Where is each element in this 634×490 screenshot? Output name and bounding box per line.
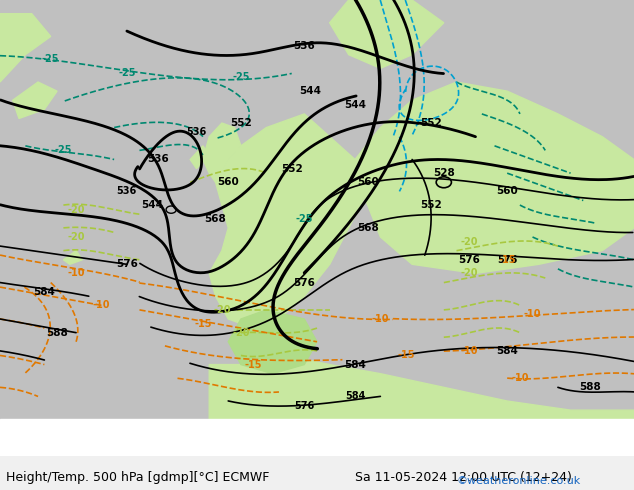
Polygon shape — [209, 355, 634, 424]
Text: ©weatheronline.co.uk: ©weatheronline.co.uk — [456, 476, 581, 486]
Text: -10: -10 — [372, 314, 389, 324]
Text: -20: -20 — [67, 205, 85, 215]
Text: -15: -15 — [194, 318, 212, 329]
Text: 536: 536 — [294, 41, 315, 50]
Text: -20: -20 — [460, 269, 478, 278]
Text: -10: -10 — [524, 309, 541, 319]
Text: 536: 536 — [117, 186, 137, 196]
Text: 568: 568 — [357, 223, 378, 233]
Text: -10: -10 — [460, 346, 478, 356]
Text: -20: -20 — [67, 232, 85, 242]
Text: 560: 560 — [496, 186, 518, 196]
Text: 552: 552 — [420, 200, 442, 210]
Polygon shape — [190, 146, 209, 169]
Text: 588: 588 — [579, 382, 600, 392]
Text: 576: 576 — [294, 400, 314, 411]
Text: -10: -10 — [511, 373, 529, 383]
Text: -15: -15 — [498, 255, 516, 265]
Text: 576: 576 — [116, 259, 138, 270]
Polygon shape — [13, 82, 57, 119]
Text: 584: 584 — [344, 360, 366, 369]
Text: 552: 552 — [420, 118, 442, 128]
Text: 544: 544 — [141, 200, 163, 210]
Polygon shape — [228, 310, 317, 374]
Text: -25: -25 — [295, 214, 313, 224]
Text: -20: -20 — [213, 305, 231, 315]
Text: Height/Temp. 500 hPa [gdmp][°C] ECMWF: Height/Temp. 500 hPa [gdmp][°C] ECMWF — [6, 471, 269, 484]
Text: 568: 568 — [205, 214, 226, 224]
Text: 544: 544 — [300, 86, 321, 96]
Text: -25: -25 — [118, 68, 136, 78]
Polygon shape — [209, 114, 368, 328]
Bar — [0, 419, 634, 456]
Text: 584: 584 — [496, 346, 518, 356]
Text: -15: -15 — [245, 360, 262, 369]
Text: 544: 544 — [344, 100, 366, 110]
Text: 584: 584 — [34, 287, 55, 296]
Polygon shape — [0, 14, 51, 82]
Polygon shape — [63, 250, 82, 264]
Text: 560: 560 — [217, 177, 239, 187]
Text: 528: 528 — [433, 168, 455, 178]
Text: 536: 536 — [186, 127, 207, 137]
Text: -10: -10 — [67, 269, 85, 278]
Text: -20: -20 — [232, 328, 250, 338]
Polygon shape — [203, 123, 241, 182]
Text: 536: 536 — [148, 154, 169, 165]
Text: -15: -15 — [397, 350, 415, 361]
Text: -25: -25 — [55, 146, 72, 155]
Text: -25: -25 — [232, 73, 250, 82]
Text: 576: 576 — [497, 255, 517, 265]
Text: 584: 584 — [345, 392, 365, 401]
Polygon shape — [355, 82, 634, 273]
Text: -20: -20 — [460, 237, 478, 246]
Text: 576: 576 — [294, 277, 315, 288]
Text: 576: 576 — [458, 255, 480, 265]
Text: -10: -10 — [93, 300, 110, 310]
Text: -25: -25 — [42, 54, 60, 64]
Polygon shape — [330, 0, 444, 69]
Text: 552: 552 — [230, 118, 252, 128]
Text: 552: 552 — [281, 164, 302, 173]
Text: 588: 588 — [46, 328, 68, 338]
Text: 560: 560 — [357, 177, 378, 187]
Text: Sa 11-05-2024 12:00 UTC (12+24): Sa 11-05-2024 12:00 UTC (12+24) — [355, 471, 572, 484]
